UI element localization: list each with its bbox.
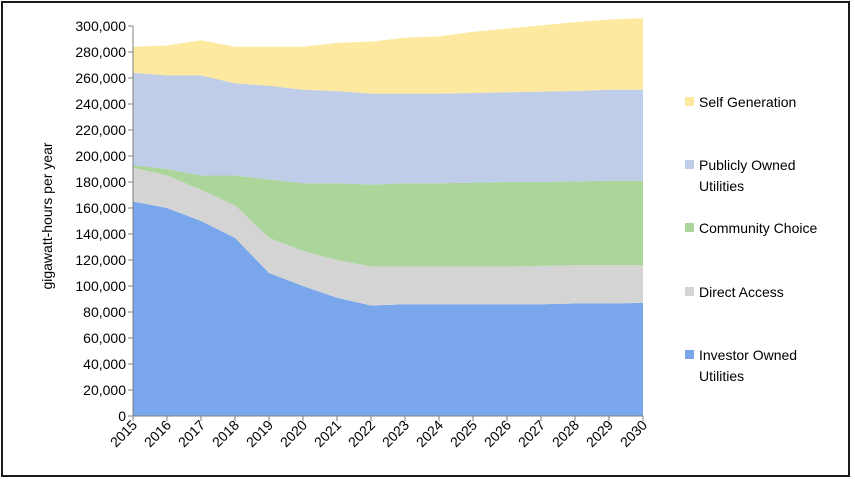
x-tick-label: 2027 — [515, 417, 548, 450]
area-publicly-owned-utilities — [133, 72, 643, 185]
y-tick-label: 300,000 — [75, 18, 126, 34]
x-tick-label: 2017 — [175, 417, 208, 450]
area-self-generation — [133, 18, 643, 94]
y-tick-label: 140,000 — [75, 226, 126, 242]
legend-label-publicly-owned-utilities: Publicly Owned Utilities — [699, 157, 796, 194]
x-tick-label: 2019 — [243, 417, 276, 450]
y-tick-label: 120,000 — [75, 252, 126, 268]
area-investor-owned-utilities — [133, 201, 643, 416]
x-tick-label: 2015 — [107, 417, 140, 450]
y-tick-label: 100,000 — [75, 278, 126, 294]
x-tick-labels: 2015 2016 2017 2018 2019 2020 2021 2022 2023 2024… — [107, 416, 650, 450]
axes-group — [132, 26, 643, 417]
area-community-choice — [133, 165, 643, 267]
legend-label-self-generation: Self Generation — [699, 94, 796, 110]
y-tick-label: 240,000 — [75, 96, 126, 112]
y-tick-label: 160,000 — [75, 200, 126, 216]
x-tick-label: 2016 — [141, 417, 174, 450]
y-tick-label: 80,000 — [83, 304, 126, 320]
y-tick-label: 280,000 — [75, 44, 126, 60]
area-direct-access — [133, 167, 643, 306]
y-tick-label: 0 — [118, 408, 126, 424]
y-axis-label: gigawatt-hours per year — [39, 142, 55, 289]
y-tick-label: 60,000 — [83, 330, 126, 346]
x-tick-label: 2021 — [311, 417, 344, 450]
y-tick-label: 200,000 — [75, 148, 126, 164]
y-tick-labels: 0 20,000 40,000 60,000 80,000 100,000 120,000 1… — [75, 18, 133, 424]
x-tick-label: 2018 — [209, 417, 242, 450]
x-tick-label: 2026 — [481, 417, 514, 450]
x-tick-label: 2020 — [277, 417, 310, 450]
x-tick-label: 2028 — [549, 417, 582, 450]
legend-swatch-publicly-owned-utilities — [685, 160, 694, 169]
legend-swatch-community-choice — [685, 223, 694, 232]
y-tick-label: 180,000 — [75, 174, 126, 190]
legend-label-investor-owned-utilities: Investor Owned Utilities — [699, 347, 797, 384]
y-tick-label: 40,000 — [83, 356, 126, 372]
x-tick-label: 2030 — [617, 417, 650, 450]
legend-label-direct-access: Direct Access — [699, 284, 784, 300]
x-tick-label: 2025 — [447, 417, 480, 450]
legend-swatch-direct-access — [685, 287, 694, 296]
x-tick-label: 2022 — [345, 417, 378, 450]
legend-swatch-investor-owned-utilities — [685, 350, 694, 359]
legend-label-community-choice: Community Choice — [699, 220, 817, 236]
x-tick-label: 2024 — [413, 417, 446, 450]
y-tick-label: 20,000 — [83, 382, 126, 398]
legend-swatch-self-generation — [685, 97, 694, 106]
x-tick-label: 2023 — [379, 417, 412, 450]
y-tick-label: 220,000 — [75, 122, 126, 138]
area-series-group — [133, 18, 643, 416]
x-tick-label: 2029 — [583, 417, 616, 450]
y-tick-label: 260,000 — [75, 70, 126, 86]
legend: Self Generation Publicly Owned Utilities Co… — [685, 94, 817, 384]
